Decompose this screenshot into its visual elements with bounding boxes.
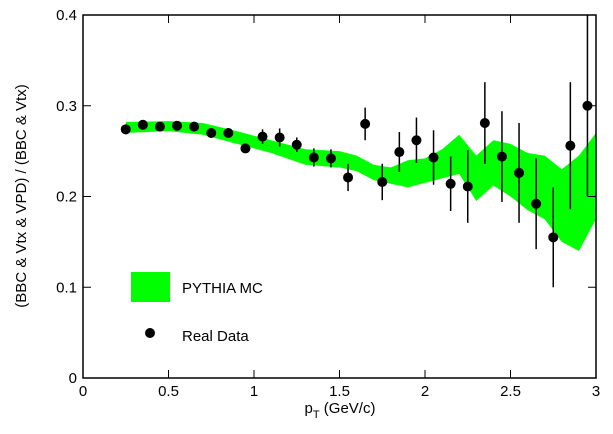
x-tick-label: 2.5 bbox=[500, 383, 521, 400]
data-point bbox=[531, 198, 542, 209]
data-point bbox=[411, 135, 422, 146]
data-point bbox=[496, 151, 507, 162]
data-point bbox=[274, 132, 285, 143]
data-point bbox=[428, 152, 439, 163]
x-label-main: p bbox=[305, 400, 313, 417]
data-point bbox=[514, 167, 525, 178]
y-tick-label: 0.1 bbox=[56, 279, 77, 296]
legend-label: Real Data bbox=[182, 328, 249, 345]
x-tick-label: 0.5 bbox=[158, 383, 179, 400]
x-tick-label: 1 bbox=[250, 383, 258, 400]
data-point bbox=[582, 100, 593, 111]
data-point bbox=[137, 119, 148, 130]
x-label-rest: (GeV/c) bbox=[320, 400, 376, 417]
data-point bbox=[325, 153, 336, 164]
x-tick-label: 3 bbox=[592, 383, 600, 400]
data-point bbox=[223, 127, 234, 138]
legend-label: PYTHIA MC bbox=[182, 280, 263, 297]
data-point bbox=[189, 121, 200, 132]
data-point bbox=[343, 172, 354, 183]
y-axis-label: (BBC & Vtx & VPD) / (BBC & Vtx) bbox=[13, 84, 30, 307]
x-tick-label: 0 bbox=[79, 383, 87, 400]
data-point bbox=[565, 140, 576, 151]
y-tick-label: 0.4 bbox=[56, 7, 77, 24]
mc-band bbox=[125, 121, 596, 251]
legend-swatch bbox=[131, 272, 170, 302]
legend-swatch bbox=[145, 328, 155, 338]
data-point bbox=[462, 181, 473, 192]
data-point bbox=[548, 232, 559, 243]
data-point bbox=[479, 117, 490, 128]
x-tick-label: 2 bbox=[421, 383, 429, 400]
x-label-sub: T bbox=[313, 409, 320, 421]
data-point bbox=[394, 147, 405, 158]
x-tick-label: 1.5 bbox=[329, 383, 350, 400]
x-axis-label: pT (GeV/c) bbox=[305, 400, 376, 421]
data-point bbox=[308, 152, 319, 163]
data-point bbox=[154, 121, 165, 132]
data-point bbox=[291, 139, 302, 150]
data-point bbox=[206, 127, 217, 138]
data-point bbox=[120, 124, 131, 135]
y-tick-label: 0 bbox=[69, 370, 77, 387]
data-point bbox=[257, 131, 268, 142]
data-point bbox=[445, 178, 456, 189]
data-point bbox=[172, 120, 183, 131]
data-point bbox=[377, 176, 388, 187]
y-tick-label: 0.2 bbox=[56, 189, 77, 206]
legend: PYTHIA MC Real Data bbox=[131, 272, 263, 345]
data-point bbox=[240, 143, 251, 154]
data-point bbox=[360, 118, 371, 129]
y-tick-label: 0.3 bbox=[56, 98, 77, 115]
